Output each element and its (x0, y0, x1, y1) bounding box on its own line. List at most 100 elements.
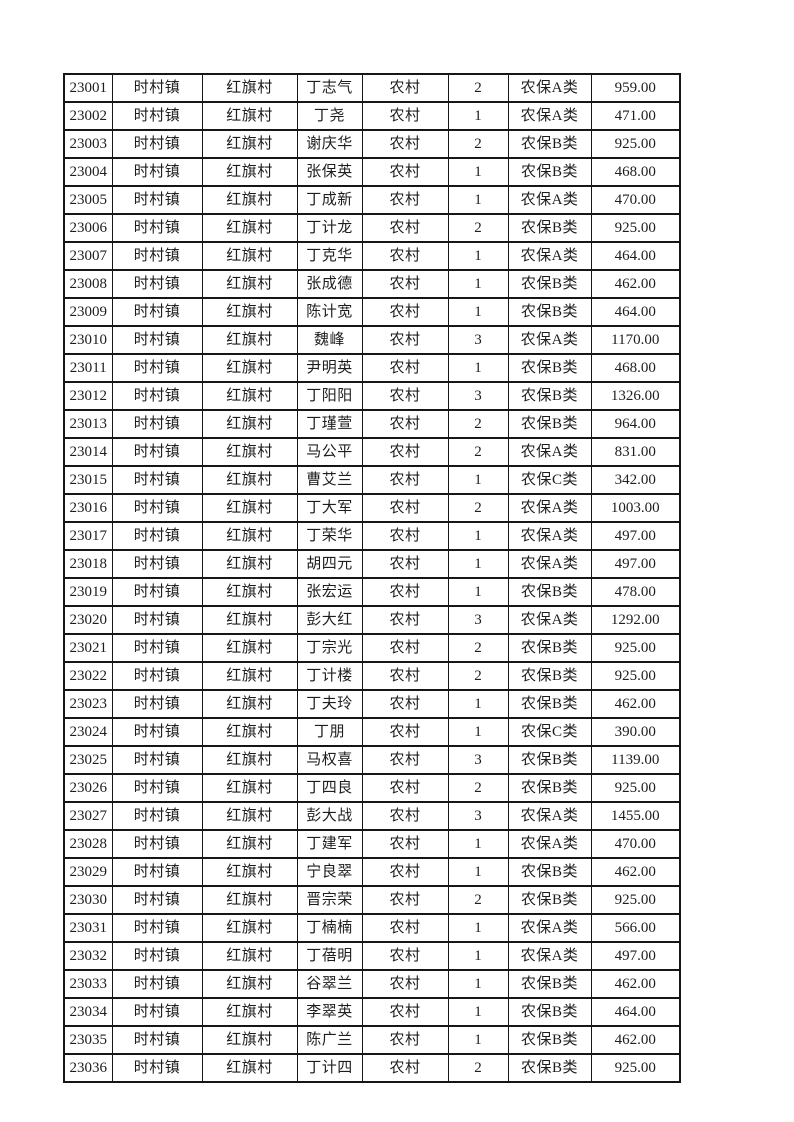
table-row: 23008 时村镇 红旗村 张成德 农村 1 农保B类 462.00 (63, 269, 681, 299)
table-cell: 1 (447, 241, 509, 271)
table-row: 23017 时村镇 红旗村 丁荣华 农村 1 农保A类 497.00 (63, 521, 681, 551)
table-cell: 红旗村 (201, 101, 298, 131)
table-cell: 23025 (63, 745, 113, 775)
table-cell: 农村 (361, 689, 449, 719)
table-cell: 农村 (361, 1025, 449, 1055)
table-cell: 23016 (63, 493, 113, 523)
table-row: 23028 时村镇 红旗村 丁建军 农村 1 农保A类 470.00 (63, 829, 681, 859)
table-cell: 23020 (63, 605, 113, 635)
table-cell: 1 (447, 913, 509, 943)
table-cell: 丁夫玲 (296, 689, 363, 719)
table-cell: 1 (447, 857, 509, 887)
table-cell: 时村镇 (111, 409, 203, 439)
table-cell: 1 (447, 969, 509, 999)
table-cell: 红旗村 (201, 73, 298, 103)
table-cell: 462.00 (590, 857, 681, 887)
table-cell: 农村 (361, 1053, 449, 1083)
table-cell: 时村镇 (111, 269, 203, 299)
table-row: 23018 时村镇 红旗村 胡四元 农村 1 农保A类 497.00 (63, 549, 681, 579)
table-cell: 农村 (361, 801, 449, 831)
table-cell: 925.00 (590, 1053, 681, 1083)
table-cell: 23012 (63, 381, 113, 411)
table-cell: 时村镇 (111, 1025, 203, 1055)
table-row: 23003 时村镇 红旗村 谢庆华 农村 2 农保B类 925.00 (63, 129, 681, 159)
table-cell: 红旗村 (201, 465, 298, 495)
table-cell: 3 (447, 325, 509, 355)
table-cell: 农保A类 (507, 325, 592, 355)
table-row: 23034 时村镇 红旗村 李翠英 农村 1 农保B类 464.00 (63, 997, 681, 1027)
table-row: 23024 时村镇 红旗村 丁朋 农村 1 农保C类 390.00 (63, 717, 681, 747)
table-cell: 23028 (63, 829, 113, 859)
table-cell: 农村 (361, 717, 449, 747)
table-cell: 彭大战 (296, 801, 363, 831)
table-cell: 925.00 (590, 633, 681, 663)
table-cell: 红旗村 (201, 745, 298, 775)
table-cell: 农保B类 (507, 689, 592, 719)
table-cell: 农村 (361, 325, 449, 355)
table-cell: 时村镇 (111, 325, 203, 355)
table-cell: 23024 (63, 717, 113, 747)
table-cell: 农保A类 (507, 437, 592, 467)
table-cell: 497.00 (590, 521, 681, 551)
table-cell: 农保B类 (507, 353, 592, 383)
table-cell: 农保A类 (507, 521, 592, 551)
table-cell: 时村镇 (111, 73, 203, 103)
table-cell: 时村镇 (111, 913, 203, 943)
table-cell: 红旗村 (201, 997, 298, 1027)
table-cell: 时村镇 (111, 829, 203, 859)
table-row: 23022 时村镇 红旗村 丁计楼 农村 2 农保B类 925.00 (63, 661, 681, 691)
table-cell: 农保B类 (507, 1025, 592, 1055)
table-cell: 农村 (361, 297, 449, 327)
table-cell: 2 (447, 633, 509, 663)
table-cell: 丁楠楠 (296, 913, 363, 943)
table-row: 23035 时村镇 红旗村 陈广兰 农村 1 农保B类 462.00 (63, 1025, 681, 1055)
table-cell: 红旗村 (201, 941, 298, 971)
table-cell: 2 (447, 661, 509, 691)
table-cell: 497.00 (590, 549, 681, 579)
table-cell: 红旗村 (201, 157, 298, 187)
table-cell: 23011 (63, 353, 113, 383)
table-cell: 1 (447, 1025, 509, 1055)
table-cell: 农保B类 (507, 269, 592, 299)
table-row: 23020 时村镇 红旗村 彭大红 农村 3 农保A类 1292.00 (63, 605, 681, 635)
table-row: 23012 时村镇 红旗村 丁阳阳 农村 3 农保B类 1326.00 (63, 381, 681, 411)
table-cell: 470.00 (590, 829, 681, 859)
table-cell: 农保C类 (507, 465, 592, 495)
table-cell: 3 (447, 801, 509, 831)
table-cell: 1003.00 (590, 493, 681, 523)
table-cell: 陈计宽 (296, 297, 363, 327)
table-cell: 红旗村 (201, 297, 298, 327)
table-row: 23026 时村镇 红旗村 丁四良 农村 2 农保B类 925.00 (63, 773, 681, 803)
table-cell: 红旗村 (201, 353, 298, 383)
table-cell: 1326.00 (590, 381, 681, 411)
table-cell: 1 (447, 829, 509, 859)
table-row: 23036 时村镇 红旗村 丁计四 农村 2 农保B类 925.00 (63, 1053, 681, 1083)
table-cell: 925.00 (590, 661, 681, 691)
table-cell: 23001 (63, 73, 113, 103)
table-cell: 2 (447, 773, 509, 803)
table-cell: 时村镇 (111, 297, 203, 327)
table-cell: 晋宗荣 (296, 885, 363, 915)
table-cell: 彭大红 (296, 605, 363, 635)
table-cell: 农村 (361, 577, 449, 607)
table-cell: 1170.00 (590, 325, 681, 355)
table-cell: 农保B类 (507, 577, 592, 607)
table-cell: 时村镇 (111, 717, 203, 747)
table-cell: 红旗村 (201, 633, 298, 663)
table-cell: 23029 (63, 857, 113, 887)
table-cell: 农村 (361, 493, 449, 523)
table-cell: 丁计龙 (296, 213, 363, 243)
table-cell: 2 (447, 885, 509, 915)
table-cell: 农村 (361, 213, 449, 243)
table-cell: 谢庆华 (296, 129, 363, 159)
table-cell: 时村镇 (111, 381, 203, 411)
table-cell: 时村镇 (111, 801, 203, 831)
table-cell: 1 (447, 185, 509, 215)
table-cell: 农村 (361, 437, 449, 467)
table-cell: 谷翠兰 (296, 969, 363, 999)
table-cell: 470.00 (590, 185, 681, 215)
table-row: 23010 时村镇 红旗村 魏峰 农村 3 农保A类 1170.00 (63, 325, 681, 355)
table-cell: 390.00 (590, 717, 681, 747)
table-row: 23021 时村镇 红旗村 丁宗光 农村 2 农保B类 925.00 (63, 633, 681, 663)
table-cell: 丁四良 (296, 773, 363, 803)
